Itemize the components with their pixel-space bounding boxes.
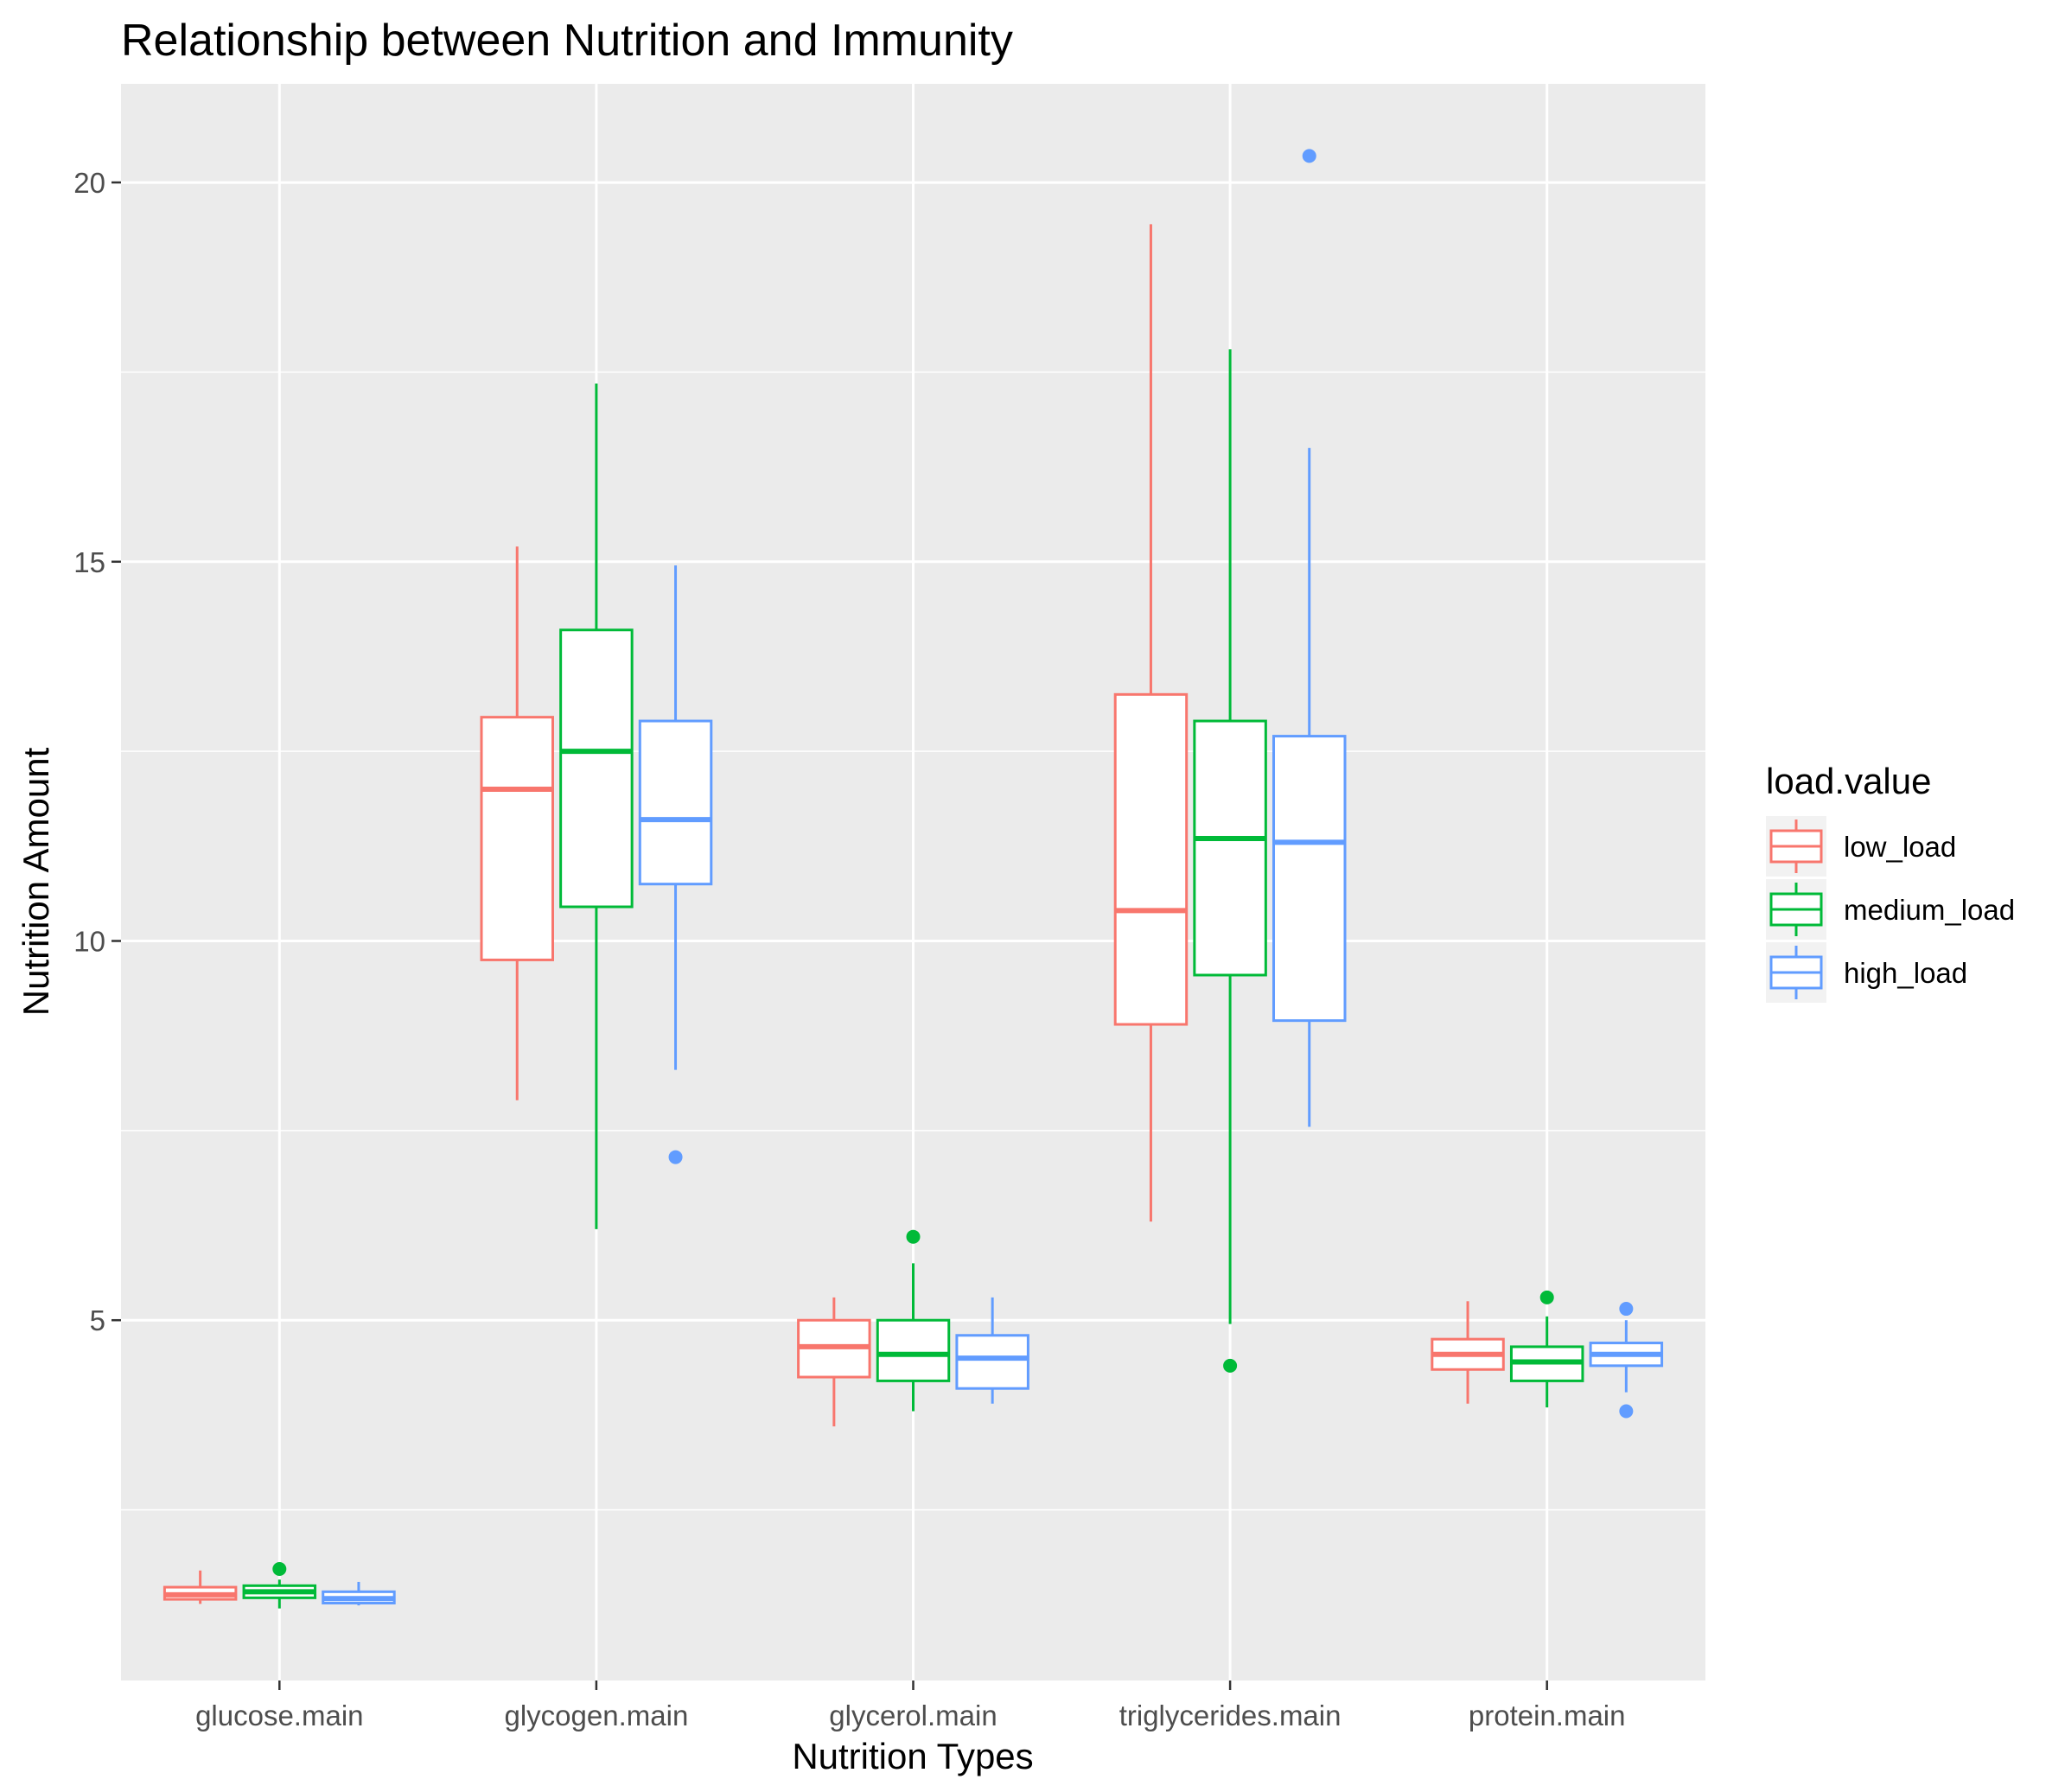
box-low_load-glycerol.main	[797, 1297, 871, 1427]
outlier-point	[272, 1562, 287, 1577]
y-tick-label: 5	[90, 1304, 105, 1336]
box-high_load-glycogen.main	[638, 565, 713, 1164]
box-low_load-glucose.main	[163, 1570, 238, 1604]
box-body	[1272, 735, 1347, 1023]
x-axis-title: Nutrition Types	[792, 1736, 1033, 1776]
box-high_load-glycerol.main	[955, 1297, 1029, 1404]
box-low_load-protein.main	[1431, 1301, 1505, 1404]
outlier-point	[1302, 149, 1316, 163]
legend-label: high_load	[1844, 957, 1967, 989]
chart-title: Relationship between Nutrition and Immun…	[121, 16, 1013, 66]
y-tick-label: 20	[73, 167, 105, 199]
box-medium_load-protein.main	[1509, 1290, 1584, 1408]
x-tick-label: triglycerides.main	[1119, 1700, 1342, 1731]
box-medium_load-glycerol.main	[876, 1229, 951, 1412]
legend-item-medium_load: medium_load	[1766, 879, 2015, 940]
box-high_load-protein.main	[1589, 1302, 1664, 1419]
x-tick-label: protein.main	[1469, 1700, 1626, 1731]
legend-item-low_load: low_load	[1766, 816, 1956, 877]
box-medium_load-glucose.main	[242, 1562, 317, 1609]
y-tick-label: 10	[73, 926, 105, 958]
box-medium_load-triglycerides.main	[1193, 349, 1267, 1373]
x-tick-label: glycerol.main	[829, 1700, 997, 1731]
box-low_load-glycogen.main	[480, 546, 554, 1100]
box-body	[1193, 719, 1267, 977]
x-tick-label: glucose.main	[195, 1700, 363, 1731]
box-body	[480, 716, 554, 961]
box-high_load-triglycerides.main	[1272, 149, 1347, 1127]
outlier-point	[1619, 1302, 1634, 1317]
box-body	[559, 628, 634, 909]
legend-title: load.value	[1766, 761, 1931, 801]
box-body	[955, 1334, 1029, 1390]
y-tick-label: 15	[73, 546, 105, 578]
legend-item-high_load: high_load	[1766, 942, 1967, 1003]
outlier-point	[1619, 1404, 1634, 1419]
outlier-point	[668, 1150, 683, 1164]
y-axis-title: Nutrition Amount	[16, 747, 56, 1016]
x-axis: glucose.main glycogen.main glycerol.main tr…	[195, 1680, 1626, 1731]
box-body	[1113, 692, 1189, 1026]
legend-label: low_load	[1844, 831, 1956, 863]
outlier-point	[1223, 1358, 1238, 1373]
outlier-point	[906, 1229, 921, 1244]
box-low_load-triglycerides.main	[1113, 224, 1189, 1222]
box-body	[876, 1318, 951, 1382]
legend: load.value low_load medium_load high_load	[1766, 761, 2015, 1003]
box-body	[638, 719, 713, 886]
y-axis: 5 10 15 20	[73, 167, 121, 1336]
box-medium_load-glycogen.main	[559, 383, 634, 1229]
boxplot-marks	[163, 149, 1664, 1609]
legend-label: medium_load	[1844, 894, 2015, 926]
box-high_load-glucose.main	[322, 1581, 396, 1606]
outlier-point	[1539, 1290, 1554, 1304]
x-tick-label: glycogen.main	[505, 1700, 689, 1731]
